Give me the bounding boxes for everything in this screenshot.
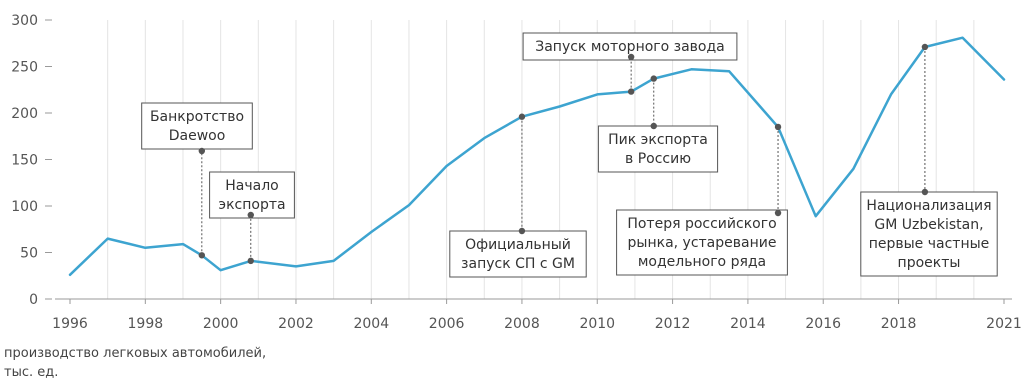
line-chart: 0 50 100 150 200 250 300 1996 1998 2000 2002 2004 20… bbox=[11, 13, 1022, 332]
x-tick-label: 2008 bbox=[504, 316, 540, 332]
x-tick-label: 2018 bbox=[881, 316, 917, 332]
annotation-label: Начало bbox=[225, 178, 278, 194]
axes: 0 50 100 150 200 250 300 1996 1998 2000 2002 2004 20… bbox=[11, 13, 1022, 332]
x-tick-label: 2016 bbox=[805, 316, 841, 332]
annotation-marker bbox=[774, 123, 782, 131]
y-tick-label: 150 bbox=[11, 153, 38, 169]
annotation-label: в Россию bbox=[625, 151, 691, 167]
annotation-marker bbox=[518, 113, 526, 120]
annotation-connectors bbox=[201, 46, 926, 261]
x-tick-label: 1998 bbox=[128, 316, 164, 332]
annotation-end-dot bbox=[627, 53, 635, 61]
x-tick-label: 2000 bbox=[203, 316, 239, 332]
annotation-end-dot bbox=[518, 227, 526, 235]
annotation-label: Национализация bbox=[866, 198, 991, 214]
annotation-label: запуск СП с GM bbox=[461, 256, 575, 272]
y-tick-label: 50 bbox=[20, 246, 38, 262]
annotation-label: GM Uzbekistan, bbox=[874, 217, 983, 233]
y-tick-label: 0 bbox=[29, 292, 38, 308]
x-tick-label: 2012 bbox=[655, 316, 691, 332]
annotation-box bbox=[209, 171, 295, 219]
x-tick-label: 2006 bbox=[429, 316, 465, 332]
annotation-label: Пик экспорта bbox=[608, 132, 708, 148]
y-tick-label: 200 bbox=[11, 106, 38, 122]
x-tick-label: 2010 bbox=[579, 316, 615, 332]
annotation-end-dot bbox=[774, 209, 782, 217]
caption-line-2: тыс. ед. bbox=[4, 365, 59, 380]
annotation-label: Daewoo bbox=[169, 128, 226, 144]
annotation-marker bbox=[198, 252, 206, 259]
annotation-box bbox=[860, 191, 998, 277]
annotation-box bbox=[597, 125, 719, 173]
annotation-marker bbox=[921, 43, 929, 51]
annotation-box bbox=[141, 102, 253, 150]
annotations: Банкротство Daewoo Начало экспорта Официальн… bbox=[141, 32, 998, 278]
annotation-label: первые частные bbox=[869, 236, 990, 252]
annotation-box bbox=[616, 209, 788, 276]
x-tick-label: 2014 bbox=[730, 316, 766, 332]
annotation-box bbox=[449, 230, 587, 278]
x-tick-label: 2021 bbox=[986, 316, 1022, 332]
annotation-label: Запуск моторного завода bbox=[535, 39, 725, 55]
y-tick-label: 300 bbox=[11, 13, 38, 29]
x-tick-label: 2004 bbox=[353, 316, 389, 332]
annotation-label: Банкротство bbox=[150, 109, 244, 125]
x-tick-label: 1996 bbox=[52, 316, 88, 332]
annotation-label: модельного ряда bbox=[638, 254, 766, 270]
y-tick-label: 250 bbox=[11, 60, 38, 76]
chart-caption: производство легковых автомобилей, тыс. … bbox=[4, 344, 364, 382]
annotation-marker bbox=[247, 257, 254, 265]
annotation-label: Официальный bbox=[465, 237, 571, 253]
annotation-label: экспорта bbox=[218, 197, 285, 213]
x-tick-label: 2002 bbox=[278, 316, 314, 332]
annotation-label: рынка, устаревание bbox=[628, 235, 777, 251]
annotation-end-dot bbox=[650, 122, 657, 130]
caption-line-1: производство легковых автомобилей, bbox=[4, 346, 267, 361]
annotation-label: Потеря российского bbox=[627, 216, 776, 232]
annotation-label: проекты bbox=[898, 255, 961, 271]
annotation-marker bbox=[650, 75, 657, 82]
annotation-end-dot bbox=[198, 147, 206, 155]
annotation-marker bbox=[627, 88, 635, 95]
annotation-end-dot bbox=[921, 188, 929, 196]
y-tick-label: 100 bbox=[11, 199, 38, 215]
annotation-end-dot bbox=[247, 211, 254, 219]
